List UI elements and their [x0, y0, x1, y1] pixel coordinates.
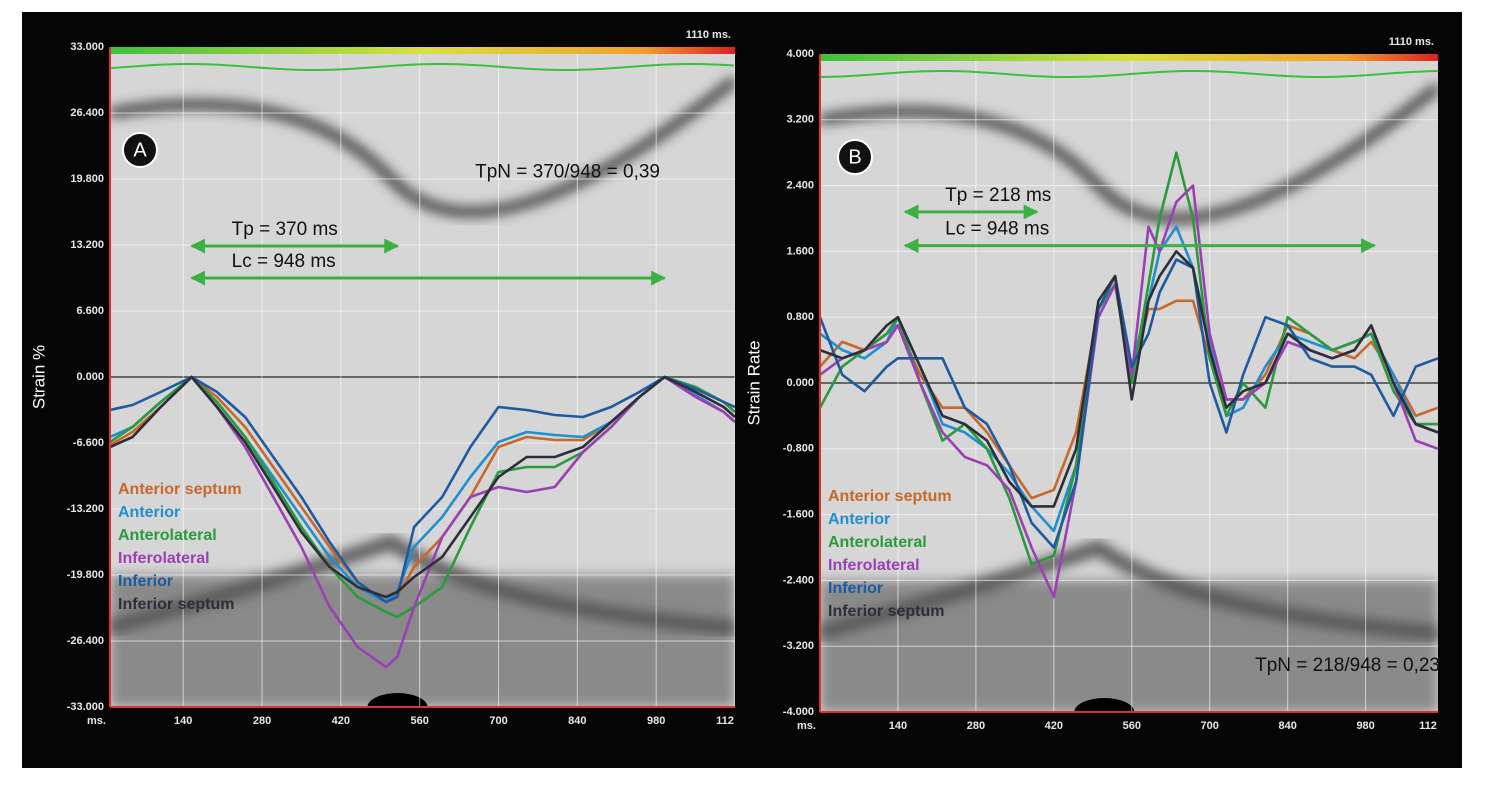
echo-hill — [110, 534, 735, 635]
top-label: 1110 ms. — [686, 29, 731, 41]
legend-entry: Inferior septum — [118, 596, 234, 613]
top-bar — [820, 54, 1438, 61]
y-tick-label: -26.400 — [67, 635, 104, 647]
y-tick-label: -33.000 — [67, 701, 104, 713]
annotation-text: Tp = 218 ms — [945, 185, 1051, 206]
y-tick-label: 3.200 — [786, 114, 814, 126]
series-line — [110, 375, 735, 599]
x-tick-label: 560 — [1123, 720, 1141, 732]
x-tick-label: 280 — [967, 720, 985, 732]
y-tick-label: 26.400 — [70, 107, 104, 119]
x-axis-label: ms. — [797, 720, 816, 732]
legend-entry: Anterior septum — [118, 481, 242, 498]
y-tick-label: -0.800 — [783, 443, 814, 455]
plot-area — [110, 47, 735, 707]
x-tick-label: 700 — [1201, 720, 1219, 732]
x-tick-label: 112 — [716, 715, 734, 727]
y-tick-label: -4.000 — [783, 706, 814, 718]
ecg-trace — [110, 62, 735, 72]
legend-entry: Inferior — [828, 580, 883, 597]
y-tick-label: 0.000 — [786, 377, 814, 389]
y-tick-label: 6.600 — [76, 305, 104, 317]
y-tick-label: 13.200 — [70, 239, 104, 251]
echo-dark-spot — [367, 693, 428, 707]
x-tick-label: 140 — [174, 715, 192, 727]
legend-entry: Inferior septum — [828, 603, 944, 620]
x-tick-label: 420 — [332, 715, 350, 727]
y-tick-label: 4.000 — [786, 48, 814, 60]
panel-badge — [837, 139, 873, 175]
x-axis-label: ms. — [87, 715, 106, 727]
annotation-text: Lc = 948 ms — [945, 219, 1049, 240]
y-tick-label: 0.000 — [76, 371, 104, 383]
y-tick-label: 2.400 — [786, 180, 814, 192]
echo-band — [820, 82, 1438, 224]
top-bar — [110, 47, 735, 54]
panel-label: A — [133, 139, 147, 161]
plot-area — [820, 54, 1438, 712]
x-tick-label: 420 — [1045, 720, 1063, 732]
legend-entry: Inferior — [118, 573, 173, 590]
y-tick-label: -6.600 — [73, 437, 104, 449]
x-tick-label: 560 — [411, 715, 429, 727]
x-tick-label: 980 — [1356, 720, 1374, 732]
x-tick-label: 280 — [253, 715, 271, 727]
y-tick-label: -3.200 — [783, 640, 814, 652]
legend-entry: Inferolateral — [828, 557, 920, 574]
series-line — [110, 375, 735, 604]
y-tick-label: -19.800 — [67, 569, 104, 581]
panel-badge — [122, 132, 158, 168]
x-tick-label: 840 — [568, 715, 586, 727]
legend-entry: Inferolateral — [118, 550, 210, 567]
y-tick-label: -1.600 — [783, 509, 814, 521]
legend-entry: Anterior — [118, 504, 180, 521]
series-line — [820, 250, 1438, 508]
y-tick-label: 19.800 — [70, 173, 104, 185]
legend-entry: Anterolateral — [828, 534, 927, 551]
y-axis-label: Strain % — [29, 345, 48, 409]
legend-entry: Anterolateral — [118, 527, 217, 544]
panel-label: B — [848, 146, 861, 168]
x-tick-label: 112 — [1419, 720, 1437, 732]
x-tick-label: 980 — [647, 715, 665, 727]
legend-entry: Anterior septum — [828, 488, 952, 505]
echo-dark-spot — [1074, 698, 1135, 712]
y-tick-label: -13.200 — [67, 503, 104, 515]
legend-entry: Anterior — [828, 511, 890, 528]
y-axis-label: Strain Rate — [744, 340, 763, 425]
x-tick-label: 700 — [489, 715, 507, 727]
annotation-text: Lc = 948 ms — [232, 251, 336, 272]
x-tick-label: 840 — [1278, 720, 1296, 732]
y-tick-label: -2.400 — [783, 574, 814, 586]
ecg-trace — [820, 70, 1438, 78]
y-tick-label: 1.600 — [786, 245, 814, 257]
echo-band — [110, 76, 735, 217]
y-tick-label: 33.000 — [70, 41, 104, 53]
y-tick-label: 0.800 — [786, 311, 814, 323]
x-tick-label: 140 — [889, 720, 907, 732]
top-label: 1110 ms. — [1389, 36, 1434, 48]
annotation-text: Tp = 370 ms — [232, 219, 338, 240]
echo-hill — [820, 539, 1438, 641]
ratio-text: TpN = 370/948 = 0,39 — [475, 161, 660, 182]
ratio-text: TpN = 218/948 = 0,23 — [1255, 655, 1440, 676]
